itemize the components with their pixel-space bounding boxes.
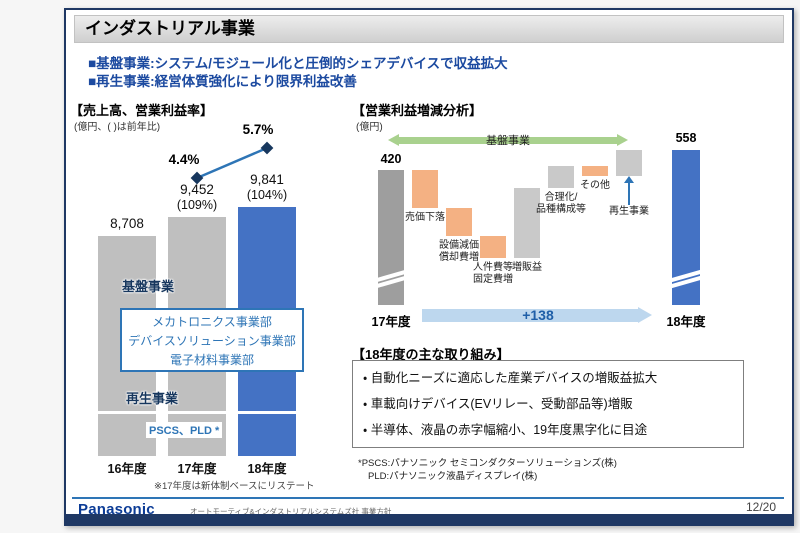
division-electronic-materials: 電子材料事業部 (169, 353, 254, 367)
footer-divider (72, 497, 784, 499)
kiban-group-arrow: 基盤事業 (388, 134, 628, 147)
wf-label-rationalization-2: 品種構成等 (536, 204, 586, 215)
bottom-navy-bar (66, 514, 792, 524)
initiatives-box: ・ 自動化ニーズに適応した産業デバイスの増販益拡大 ・ 車載向けデバイス(EVリ… (352, 360, 744, 448)
line-marker-fy18 (260, 141, 274, 155)
waterfall-start-year: 17年度 (371, 315, 411, 329)
arrow-body (398, 137, 618, 144)
initiative-item: ・ 半導体、液晶の赤字幅縮小、19年度黒字化に目途 (363, 423, 648, 437)
arrow-right-head (617, 134, 628, 146)
bar-segment-divider (168, 411, 226, 414)
saisei-pointer-arrowhead (624, 176, 634, 183)
wf-label-rationalization-1: 合理化/ (544, 192, 578, 203)
restatement-footnote: ※17年度は新体制ベースにリステート (154, 481, 315, 492)
initiative-item: ・ 車載向けデバイス(EVリレー、受動部品等)増販 (363, 397, 633, 411)
bullet-saisei-jigyo: ■再生事業:経営体質強化により限界利益改善 (88, 74, 357, 89)
page-number: 12/20 (745, 500, 776, 514)
division-mechatronics: メカトロニクス事業部 (152, 315, 272, 329)
waterfall-unit-label: (億円) (356, 122, 383, 133)
profit-rate-line (190, 141, 274, 185)
wf-seg-volume-gain (514, 188, 540, 258)
wf-label-labor-1: 人件費等 (473, 262, 513, 273)
footnote-pscs: *PSCS:パナソニック セミコンダクターソリューションズ(株) (358, 458, 617, 469)
sales-chart-title: 【売上高、営業利益率】 (70, 103, 214, 118)
waterfall-start-value: 420 (380, 152, 402, 166)
net-change-label: +138 (522, 307, 554, 323)
waterfall-start-bar (374, 170, 408, 305)
x-label-fy18: 18年度 (247, 462, 287, 476)
kiban-divisions-box: メカトロニクス事業部 デバイスソリューション事業部 電子材料事業部 (120, 308, 304, 372)
wf-seg-labor-fixed-cost-increase (480, 236, 506, 258)
panasonic-logo: Panasonic (78, 501, 155, 518)
bar-segment-divider (238, 411, 296, 414)
wf-label-depreciation-2: 償却費増 (439, 252, 479, 263)
sales-chart-unit-label: (億円、( )は前年比) (74, 122, 161, 133)
x-label-fy17: 17年度 (177, 462, 217, 476)
waterfall-end-value: 558 (675, 131, 697, 145)
saisei-detail-label: PSCS、PLD * (146, 422, 223, 438)
title-bar: インダストリアル事業 (74, 15, 784, 43)
initiative-item: ・ 自動化ニーズに適応した産業デバイスの増販益拡大 (363, 371, 658, 385)
sales-yoy-fy17: (109%) (176, 198, 218, 212)
wf-seg-rationalization (548, 166, 574, 188)
wf-seg-price-decline (412, 170, 438, 208)
line-marker-fy17 (190, 171, 204, 185)
sales-value-fy16: 8,708 (110, 216, 144, 231)
footer-caption: オートモーティブ&インダストリアルシステムズ社 事業方針 (190, 507, 392, 516)
arrow-right-head (638, 307, 652, 323)
waterfall-end-bar (668, 150, 704, 305)
wf-seg-others (582, 166, 608, 176)
sales-value-fy17: 9,452 (180, 182, 214, 197)
arrow-left-head (388, 134, 399, 146)
saisei-pointer-line (628, 183, 630, 205)
kiban-segment-label: 基盤事業 (122, 279, 175, 294)
sales-yoy-fy18: (104%) (246, 188, 288, 202)
profit-rate-fy17: 4.4% (168, 152, 200, 167)
wf-seg-depreciation-increase (446, 208, 472, 236)
wf-label-others: その他 (580, 180, 610, 191)
wf-seg-saisei (616, 150, 642, 176)
profit-rate-fy18: 5.7% (242, 122, 274, 137)
bar-segment-divider (98, 411, 156, 414)
saisei-segment-label: 再生事業 (126, 391, 179, 406)
wf-label-depreciation-1: 設備減価 (439, 240, 479, 251)
arrow-body (422, 309, 638, 322)
waterfall-chart-title: 【営業利益増減分析】 (352, 103, 483, 118)
wf-label-price-decline: 売価下落 (405, 212, 445, 223)
wf-label-saisei: 再生事業 (609, 206, 649, 217)
sales-value-fy18: 9,841 (250, 172, 284, 187)
wf-label-labor-2: 固定費増 (473, 274, 513, 285)
bullet-kiban-jigyo: ■基盤事業:システム/モジュール化と圧倒的シェアデバイスで収益拡大 (88, 56, 508, 71)
waterfall-end-year: 18年度 (666, 315, 706, 329)
slide-title: インダストリアル事業 (85, 19, 255, 38)
kiban-group-arrow-label: 基盤事業 (486, 135, 530, 147)
net-change-arrow: +138 (422, 307, 654, 325)
footnote-pld: PLD:パナソニック液晶ディスプレイ(株) (368, 471, 538, 482)
x-label-fy16: 16年度 (107, 462, 147, 476)
wf-label-volume-gain: 増販益 (512, 262, 542, 273)
initiatives-heading: 【18年度の主な取り組み】 (352, 347, 510, 362)
division-device-solutions: デバイスソリューション事業部 (128, 334, 296, 348)
slide: インダストリアル事業 ■基盤事業:システム/モジュール化と圧倒的シェアデバイスで… (64, 8, 794, 526)
